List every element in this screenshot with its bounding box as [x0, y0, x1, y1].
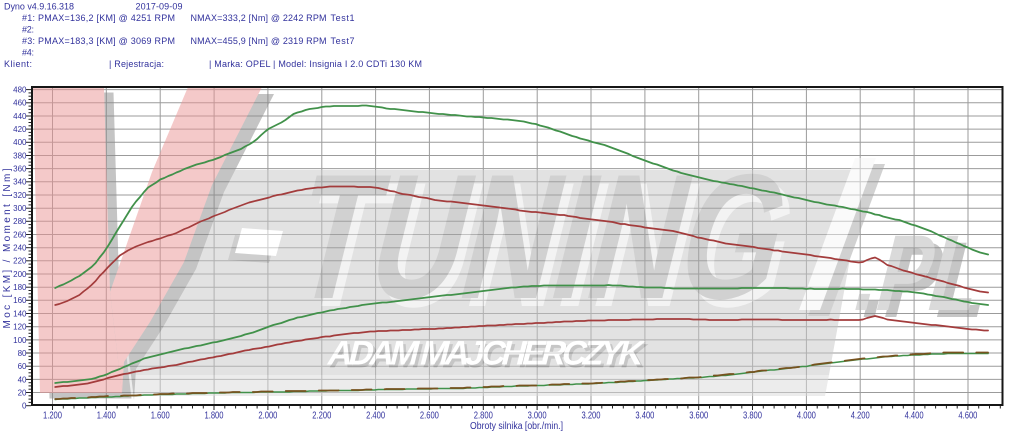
svg-text:320: 320 [13, 191, 27, 200]
svg-text:80: 80 [18, 349, 27, 358]
svg-text:380: 380 [13, 151, 27, 160]
svg-text:3.000: 3.000 [528, 410, 547, 421]
svg-text:280: 280 [13, 217, 27, 226]
svg-text:NMAX=333,2 [Nm] @ 2242 RPM: NMAX=333,2 [Nm] @ 2242 RPM [191, 13, 327, 23]
svg-text:3.600: 3.600 [689, 410, 708, 421]
svg-text:3.200: 3.200 [582, 410, 601, 421]
svg-text:ADAM MAJCHERCZYK: ADAM MAJCHERCZYK [324, 335, 648, 372]
svg-text:#4:: #4: [22, 48, 34, 58]
svg-text:300: 300 [13, 204, 27, 213]
svg-text:1.800: 1.800 [205, 410, 224, 421]
svg-text:4.600: 4.600 [958, 410, 977, 421]
svg-text:#1: PMAX=136,2 [KM] @ 4251 RPM: #1: PMAX=136,2 [KM] @ 4251 RPM [22, 13, 175, 23]
svg-text:220: 220 [13, 257, 27, 266]
svg-text:2.000: 2.000 [258, 410, 277, 421]
svg-text:4.400: 4.400 [905, 410, 924, 421]
svg-text:140: 140 [13, 309, 27, 318]
svg-text:Moc [KM] / Moment [Nm]: Moc [KM] / Moment [Nm] [2, 168, 13, 328]
svg-text:4.200: 4.200 [851, 410, 870, 421]
svg-text:| Rejestracja:: | Rejestracja: [109, 59, 164, 69]
svg-text:180: 180 [13, 283, 27, 292]
svg-text:100: 100 [13, 336, 27, 345]
svg-text:1.600: 1.600 [151, 410, 170, 421]
svg-text:#3: PMAX=183,3 [KM] @ 3069 RPM: #3: PMAX=183,3 [KM] @ 3069 RPM [22, 36, 175, 46]
svg-text:480: 480 [13, 86, 27, 95]
svg-text:460: 460 [13, 99, 27, 108]
svg-text:1.200: 1.200 [43, 410, 62, 421]
svg-text:.PL: .PL [844, 213, 995, 333]
svg-text:120: 120 [13, 323, 27, 332]
svg-text:160: 160 [13, 296, 27, 305]
svg-text:TUNING: TUNING [282, 146, 816, 345]
svg-text:1.400: 1.400 [97, 410, 116, 421]
svg-text:ADAM MAJCHERCZYK: ADAM MAJCHERCZYK [327, 338, 651, 375]
svg-text:Test7: Test7 [331, 36, 355, 46]
svg-text:2.400: 2.400 [366, 410, 385, 421]
svg-text:20: 20 [18, 388, 27, 397]
svg-text:2.800: 2.800 [474, 410, 493, 421]
svg-text:360: 360 [13, 165, 27, 174]
svg-text:Dyno v4.9.16.318: Dyno v4.9.16.318 [4, 2, 74, 12]
svg-text:2.600: 2.600 [420, 410, 439, 421]
svg-text:.PL: .PL [852, 220, 1003, 340]
svg-text:400: 400 [13, 138, 27, 147]
svg-text:440: 440 [13, 112, 27, 121]
svg-text:Test1: Test1 [331, 13, 355, 23]
svg-text:NMAX=455,9 [Nm] @ 2319 RPM: NMAX=455,9 [Nm] @ 2319 RPM [191, 36, 327, 46]
svg-text:200: 200 [13, 270, 27, 279]
svg-text:3.400: 3.400 [635, 410, 654, 421]
svg-text:4.000: 4.000 [797, 410, 816, 421]
svg-text:40: 40 [18, 375, 27, 384]
svg-text:| Marka: OPEL | Model: Insigni: | Marka: OPEL | Model: Insignia I 2.0 CD… [209, 59, 422, 69]
svg-text:#2:: #2: [22, 25, 34, 35]
svg-text:60: 60 [18, 362, 27, 371]
svg-text:2.200: 2.200 [312, 410, 331, 421]
svg-text:Klient:: Klient: [4, 59, 32, 69]
svg-text:240: 240 [13, 244, 27, 253]
svg-text:TUNING: TUNING [275, 138, 809, 337]
svg-text:0: 0 [22, 402, 27, 411]
svg-text:260: 260 [13, 230, 27, 239]
svg-text:Obroty silnika [obr./min.]: Obroty silnika [obr./min.] [470, 421, 563, 432]
svg-text:420: 420 [13, 125, 27, 134]
svg-text:3.800: 3.800 [743, 410, 762, 421]
svg-text:2017-09-09: 2017-09-09 [136, 2, 183, 12]
svg-text:340: 340 [13, 178, 27, 187]
